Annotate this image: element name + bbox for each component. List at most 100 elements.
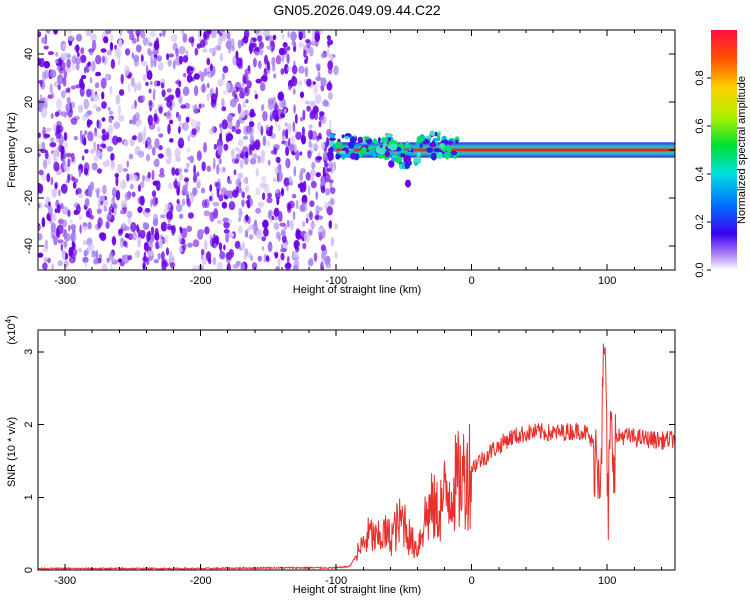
noise-speckle [304, 66, 309, 78]
noise-speckle [222, 167, 226, 172]
noise-speckle [106, 129, 111, 134]
noise-speckle [65, 103, 71, 112]
noise-speckle [246, 194, 251, 200]
noise-speckle [145, 81, 149, 87]
noise-speckle [130, 104, 136, 110]
noise-speckle [281, 47, 288, 55]
noise-speckle [160, 251, 165, 261]
noise-speckle [142, 175, 145, 182]
noise-speckle [50, 69, 57, 79]
noise-speckle [219, 132, 223, 142]
x-tick-label: 0 [469, 275, 475, 287]
noise-speckle [71, 63, 76, 71]
noise-speckle [66, 53, 71, 59]
noise-speckle [212, 157, 216, 169]
noise-speckle [218, 157, 222, 165]
noise-speckle [132, 135, 137, 141]
snr-scale-label: (x104) [4, 315, 18, 345]
signal-blob [344, 136, 350, 140]
noise-speckle [312, 32, 315, 44]
signal-blob [377, 137, 381, 143]
noise-speckle [259, 49, 263, 56]
noise-speckle [271, 56, 276, 67]
noise-speckle [108, 110, 114, 116]
noise-speckle [324, 162, 329, 167]
noise-speckle [124, 65, 130, 76]
noise-speckle [273, 222, 280, 231]
noise-speckle [63, 241, 68, 248]
noise-speckle [309, 109, 316, 119]
noise-speckle [168, 150, 172, 161]
noise-speckle [210, 125, 215, 136]
noise-speckle [38, 252, 44, 258]
noise-speckle [106, 49, 113, 56]
noise-speckle [55, 51, 59, 57]
noise-speckle [120, 237, 125, 243]
signal-blob [424, 135, 432, 139]
noise-speckle [185, 162, 190, 168]
noise-speckle [133, 59, 139, 67]
noise-speckle [315, 191, 319, 200]
noise-speckle [149, 30, 156, 38]
noise-speckle [130, 221, 137, 233]
noise-speckle [82, 222, 88, 227]
noise-speckle [43, 45, 49, 50]
noise-speckle [306, 39, 311, 49]
snr-frame [37, 329, 676, 571]
noise-speckle [189, 193, 194, 203]
noise-speckle [255, 78, 263, 84]
noise-speckle [124, 233, 130, 239]
noise-speckle [88, 187, 93, 198]
noise-speckle [60, 202, 64, 210]
noise-speckle [126, 210, 133, 219]
noise-speckle [162, 31, 165, 37]
noise-speckle [212, 65, 216, 76]
noise-speckle [288, 200, 295, 209]
noise-speckle [114, 173, 120, 178]
spectrogram-x-ticks: -300 -200 -100 0 100 [54, 30, 662, 287]
noise-speckle [219, 251, 226, 260]
noise-speckle [329, 54, 334, 62]
noise-speckle [95, 71, 102, 77]
noise-speckle [207, 72, 211, 79]
noise-speckle [47, 257, 51, 264]
noise-speckle [50, 137, 55, 143]
signal-blob [361, 146, 367, 155]
noise-speckle [50, 113, 54, 119]
signal-blob [432, 138, 440, 142]
noise-speckle [178, 126, 181, 134]
noise-speckle [63, 141, 68, 150]
noise-speckle [254, 46, 260, 52]
noise-speckle [223, 90, 230, 95]
noise-speckle [254, 139, 261, 151]
noise-speckle [152, 146, 156, 156]
noise-speckle [305, 172, 311, 181]
noise-speckle [221, 72, 225, 81]
noise-speckle [151, 190, 157, 198]
noise-speckle [119, 30, 123, 36]
noise-speckle [293, 143, 298, 153]
noise-speckle [54, 111, 60, 117]
noise-speckle [80, 54, 87, 63]
noise-speckle [248, 234, 254, 240]
noise-speckle [287, 65, 292, 73]
noise-speckle [137, 237, 142, 248]
noise-speckle [196, 150, 202, 161]
noise-speckle [221, 119, 228, 130]
noise-speckle [158, 237, 163, 248]
noise-speckle [273, 147, 278, 155]
noise-speckle [285, 128, 289, 140]
noise-speckle [187, 67, 195, 72]
noise-speckle [186, 225, 193, 232]
noise-speckle [78, 214, 83, 221]
noise-speckle [281, 135, 287, 141]
noise-speckle [244, 185, 250, 193]
noise-speckle [58, 189, 61, 197]
noise-speckle [38, 132, 41, 138]
noise-speckle [307, 258, 314, 267]
noise-speckle [326, 48, 330, 58]
noise-speckle [280, 68, 285, 75]
noise-speckle [273, 216, 279, 221]
noise-speckle [193, 73, 200, 80]
noise-speckle [110, 263, 113, 270]
